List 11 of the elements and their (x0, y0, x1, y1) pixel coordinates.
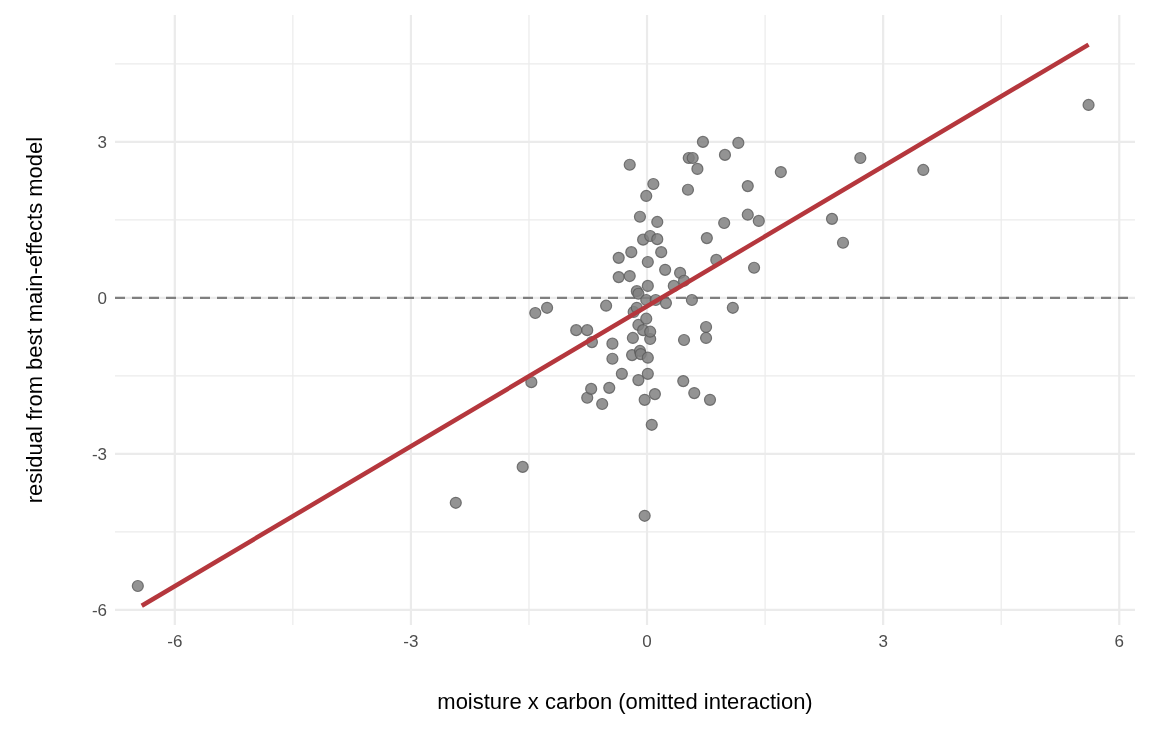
y-tick-label: -6 (91, 600, 107, 620)
x-tick-label: 6 (1114, 632, 1124, 651)
y-axis-title: residual from best main-effects model (22, 136, 47, 504)
x-tick-label: 3 (878, 632, 888, 651)
y-tick-label: 3 (97, 132, 107, 152)
x-axis-title: moisture x carbon (omitted interaction) (437, 689, 813, 714)
y-tick-label: -3 (91, 444, 107, 464)
y-tick-label: 0 (97, 288, 107, 308)
x-tick-label: -6 (167, 632, 183, 651)
x-tick-label: -3 (403, 632, 419, 651)
x-tick-label: 0 (642, 632, 652, 651)
